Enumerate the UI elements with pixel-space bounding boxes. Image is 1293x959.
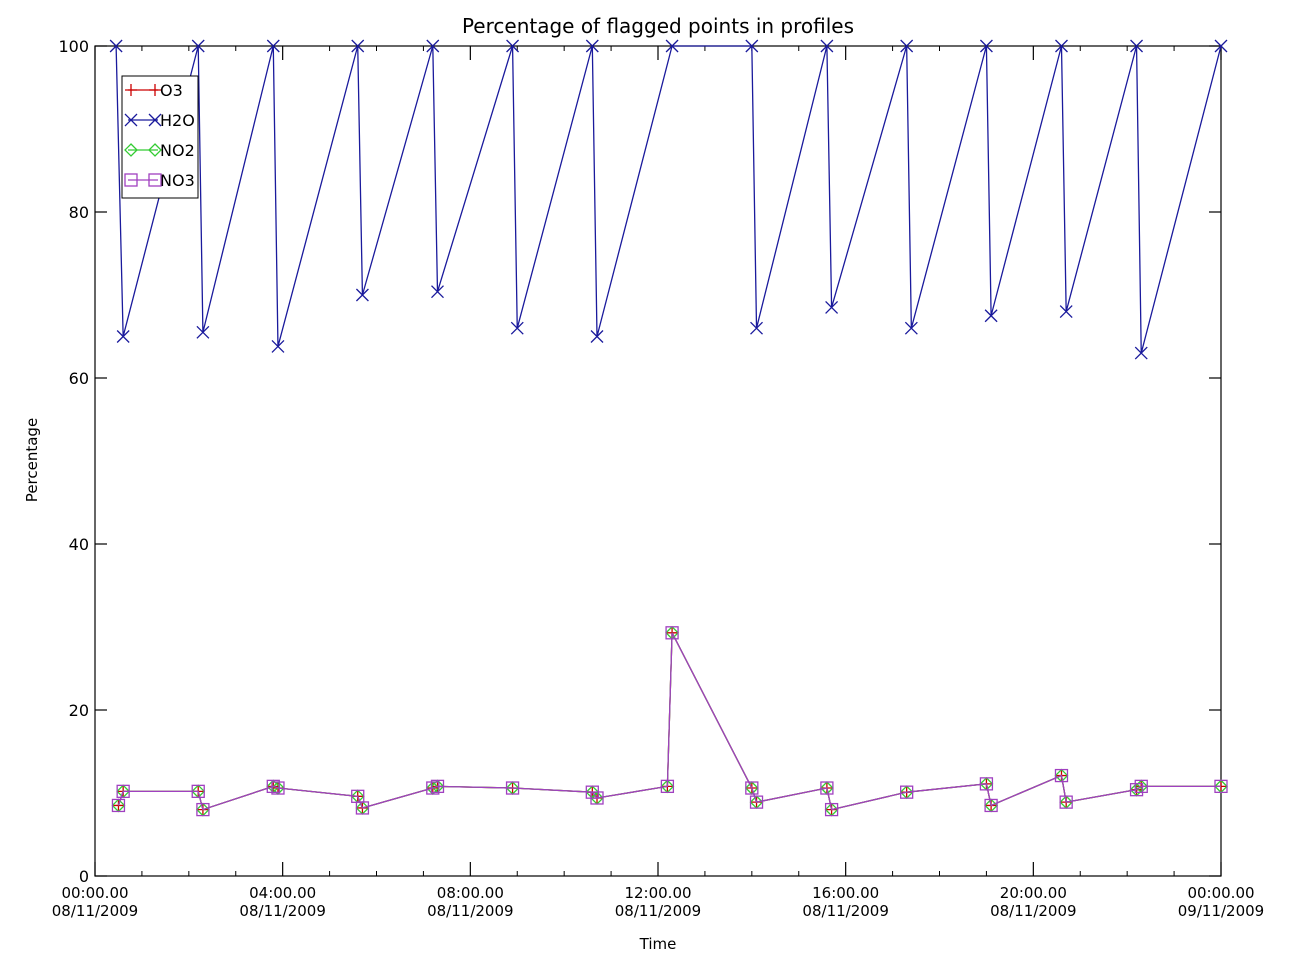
data-point-no3: [426, 781, 440, 795]
x-tick-label: 00:00.00: [1187, 884, 1254, 902]
legend-marker: [148, 113, 162, 127]
data-point-h2o: [750, 321, 763, 335]
data-point-no3: [266, 779, 280, 794]
data-point-h2o: [590, 330, 604, 343]
legend-label: O3: [160, 81, 183, 100]
data-point-h2o: [984, 309, 998, 323]
legend-box: [121, 75, 199, 199]
x-tick-date-label: 08/11/2009: [615, 902, 701, 920]
data-point-h2o: [825, 300, 839, 314]
data-point-h2o: [904, 321, 918, 335]
chart-title: Percentage of flagged points in profiles: [461, 14, 855, 38]
data-point-no3: [1129, 783, 1144, 797]
data-point-no3: [196, 802, 210, 817]
data-point-h2o: [900, 39, 914, 53]
x-tick-label: 04:00.00: [249, 884, 316, 902]
legend-label: NO2: [160, 141, 195, 160]
x-tick-date-label: 08/11/2009: [427, 902, 513, 920]
data-point-h2o: [585, 39, 599, 53]
data-point-h2o: [426, 39, 440, 53]
data-point-h2o: [820, 39, 834, 53]
data-point-h2o: [116, 330, 130, 343]
data-point-no3: [1134, 779, 1148, 794]
data-point-no3: [116, 784, 130, 798]
data-point-no3: [820, 781, 834, 795]
data-point-h2o: [266, 39, 280, 53]
data-point-no3: [979, 777, 994, 791]
legend-marker: [148, 143, 162, 157]
x-tick-label: 20:00.00: [1000, 884, 1067, 902]
data-point-h2o: [355, 288, 369, 302]
x-tick-date-label: 08/11/2009: [239, 902, 325, 920]
data-point-no3: [1054, 768, 1069, 783]
data-point-h2o: [1130, 39, 1144, 53]
data-point-h2o: [665, 39, 679, 53]
data-point-no3: [824, 802, 839, 817]
y-tick-label: 20: [69, 701, 89, 720]
x-tick-date-label: 08/11/2009: [990, 902, 1076, 920]
x-tick-label: 08:00.00: [437, 884, 504, 902]
data-point-h2o: [271, 340, 285, 353]
data-point-no3: [749, 795, 764, 809]
legend-marker: [124, 113, 138, 127]
x-tick-date-label: 08/11/2009: [52, 902, 138, 920]
legend-label: H2O: [160, 111, 195, 130]
plot-frame: [94, 45, 1222, 877]
data-point-no3: [430, 779, 445, 794]
data-point-h2o: [1134, 346, 1148, 360]
data-point-h2o: [196, 325, 210, 339]
data-point-no3: [1214, 779, 1228, 794]
legend-marker: [148, 173, 162, 187]
data-point-h2o: [745, 39, 759, 53]
series-no3: [111, 626, 1228, 817]
legend-entry-o3: O3: [125, 81, 183, 100]
data-point-no3: [355, 801, 370, 815]
data-point-no3: [745, 781, 759, 795]
data-point-no3: [660, 779, 675, 794]
series-h2o: [109, 39, 1228, 360]
data-point-h2o: [1059, 305, 1073, 319]
x-tick-date-label: 08/11/2009: [802, 902, 888, 920]
data-point-h2o: [510, 321, 524, 335]
series-line-h2o: [115, 45, 1222, 354]
x-tick-date-label: 09/11/2009: [1178, 902, 1264, 920]
x-axis-label: Time: [639, 935, 677, 953]
legend-marker: [149, 84, 161, 96]
data-point-h2o: [109, 39, 123, 53]
series-line-no3: [117, 632, 1221, 811]
y-tick-label: 60: [69, 369, 89, 388]
data-point-no3: [191, 784, 205, 798]
legend-entry-h2o: H2O: [124, 111, 195, 130]
x-tick-label: 16:00.00: [812, 884, 879, 902]
data-point-no3: [900, 785, 914, 799]
legend-marker: [124, 173, 138, 187]
legend-entry-no2: NO2: [124, 141, 195, 160]
legend-marker: [125, 84, 137, 96]
data-point-no3: [271, 781, 285, 795]
data-point-no3: [111, 798, 126, 813]
data-point-h2o: [506, 39, 520, 53]
x-tick-label: 00:00.00: [61, 884, 128, 902]
data-point-h2o: [191, 39, 205, 53]
x-tick-label: 12:00.00: [624, 884, 691, 902]
data-point-h2o: [1214, 39, 1228, 53]
data-point-h2o: [351, 39, 365, 53]
data-point-h2o: [431, 285, 444, 299]
y-tick-label: 80: [69, 203, 89, 222]
y-tick-label: 100: [58, 37, 89, 56]
data-point-h2o: [1055, 39, 1068, 53]
y-tick-label: 40: [69, 535, 89, 554]
data-point-o3: [112, 799, 125, 812]
legend-label: NO3: [160, 171, 195, 190]
data-point-no3: [984, 798, 998, 813]
data-point-no3: [1059, 795, 1073, 809]
legend-entry-no3: NO3: [124, 171, 195, 190]
y-tick-label: 0: [79, 867, 89, 886]
data-point-no3: [590, 791, 604, 805]
data-point-no3: [505, 781, 520, 795]
data-point-h2o: [979, 39, 993, 53]
data-point-no3: [665, 626, 679, 640]
legend-marker: [124, 143, 138, 157]
